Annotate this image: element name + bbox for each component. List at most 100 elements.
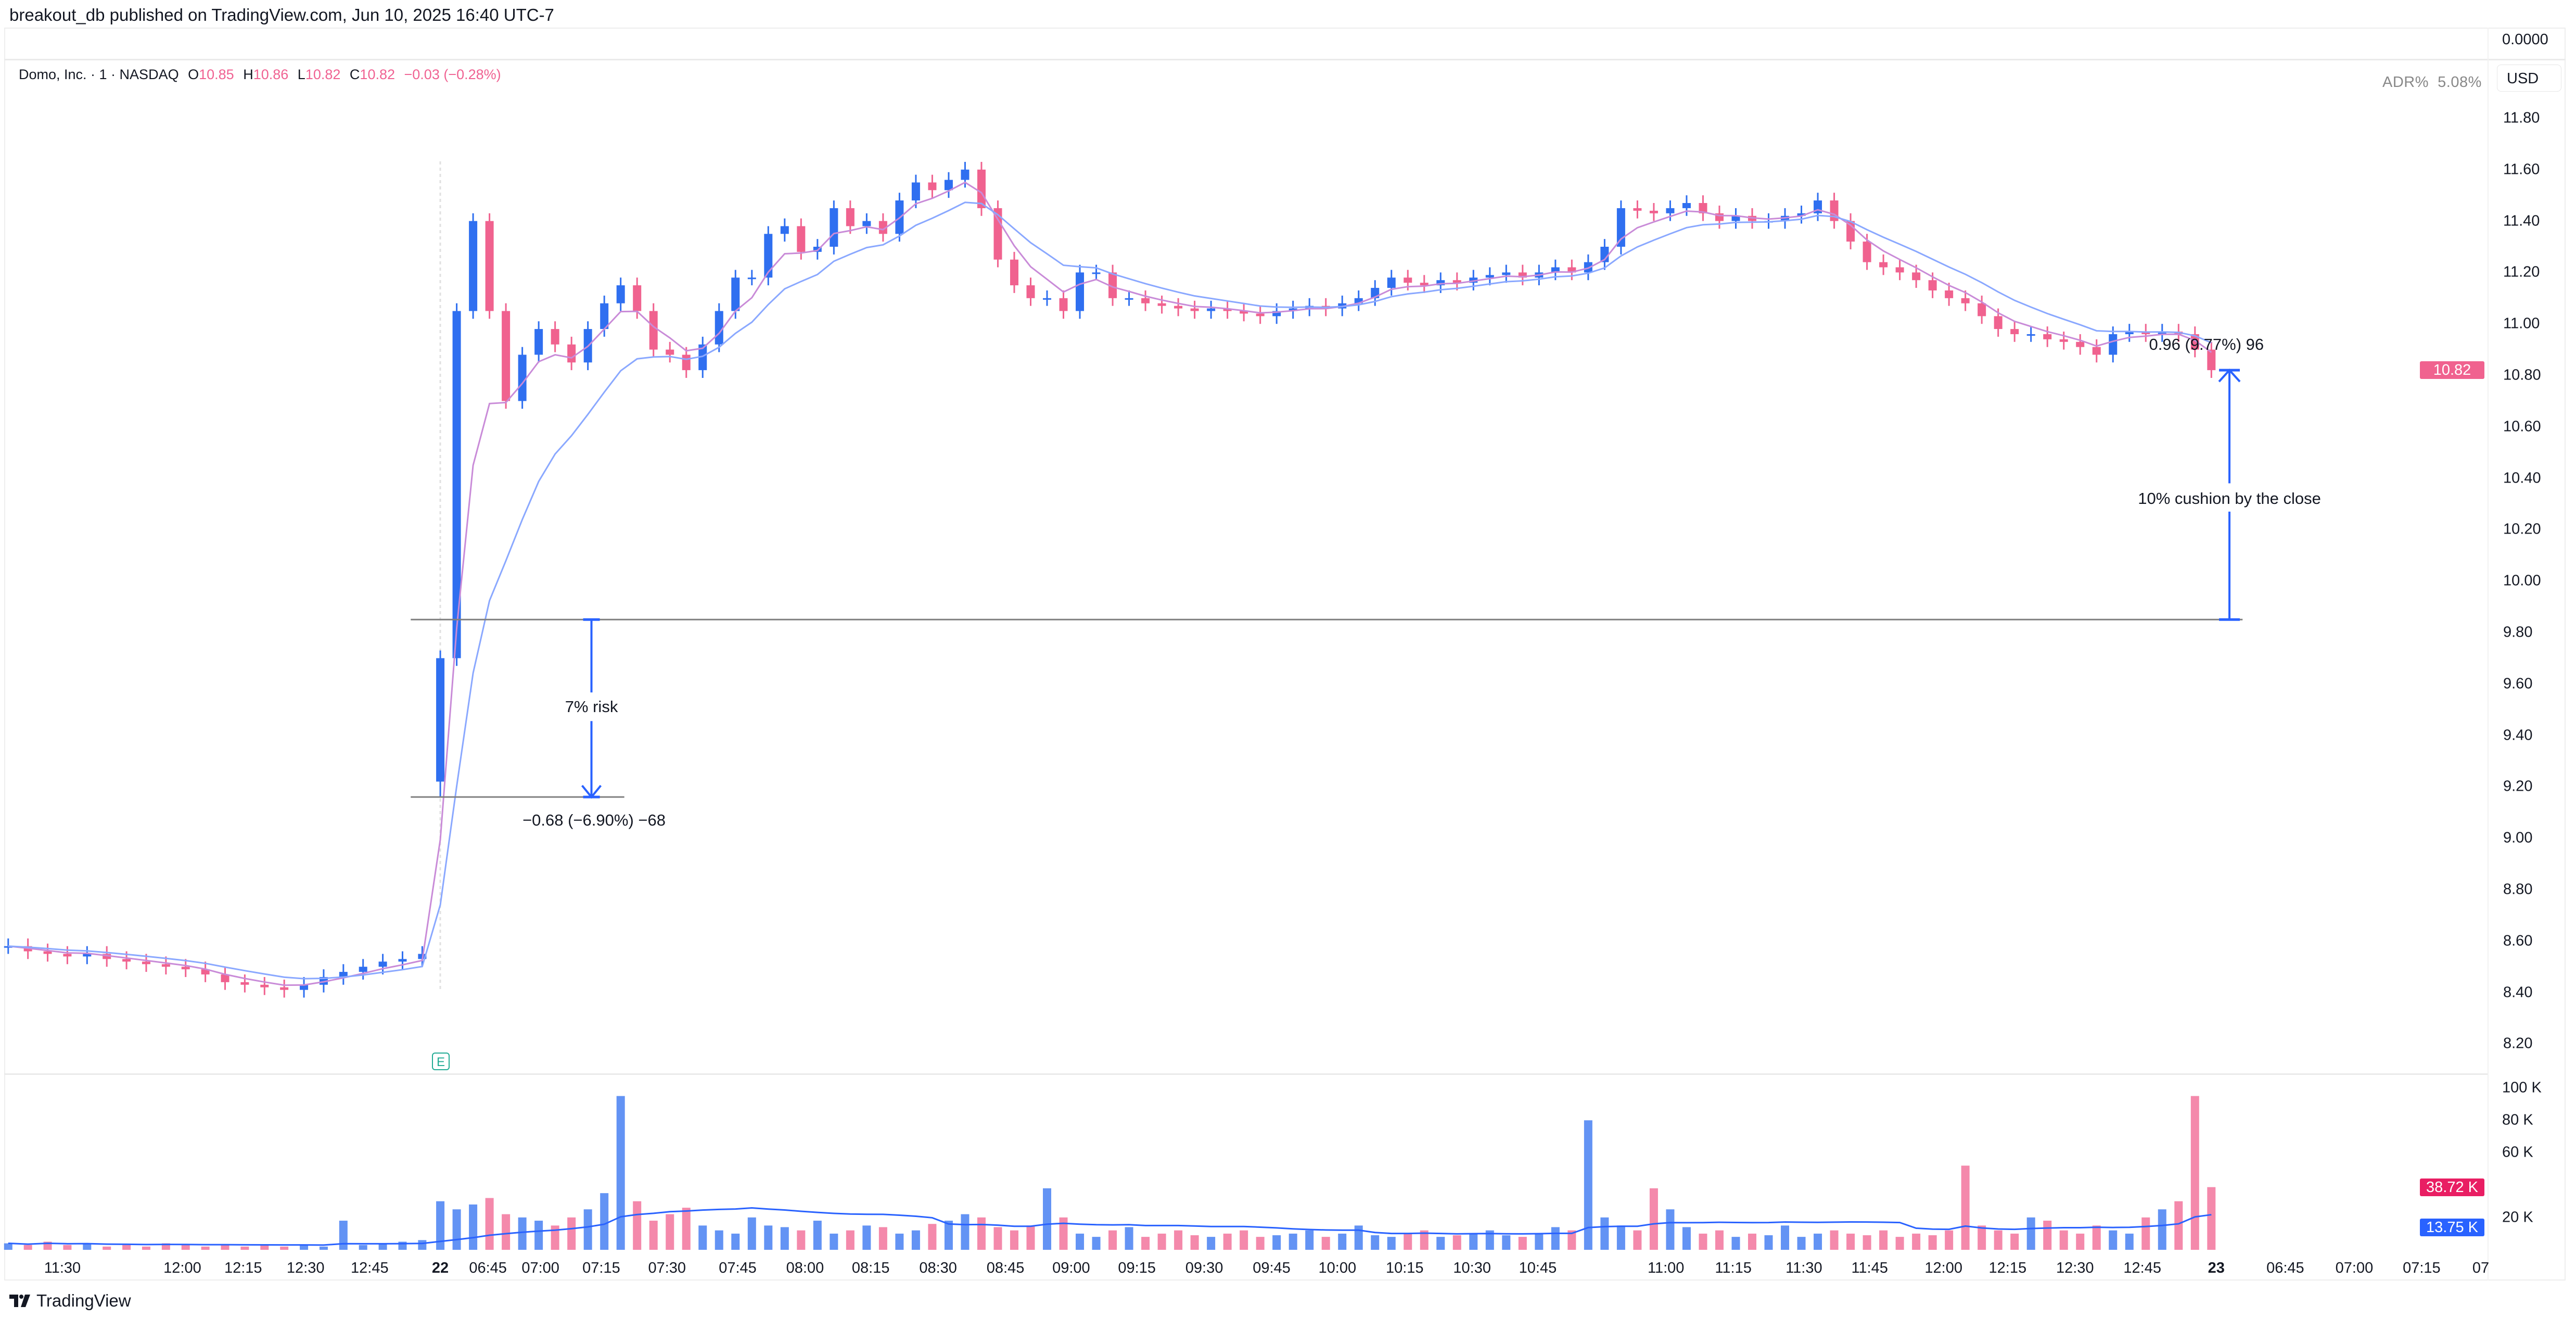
pane-separator-volume[interactable] — [4, 1073, 2488, 1075]
volume-bar — [2158, 1209, 2166, 1250]
volume-bar — [911, 1230, 920, 1250]
currency-button[interactable]: USD — [2497, 65, 2561, 92]
price-tick: 8.60 — [2503, 932, 2533, 949]
volume-bar — [1814, 1233, 1822, 1250]
candle-body — [715, 311, 723, 345]
volume-bar — [359, 1245, 367, 1250]
volume-bar — [1420, 1230, 1429, 1250]
price-tick: 11.20 — [2503, 263, 2540, 281]
symbol-title[interactable]: Domo, Inc. · 1 · NASDAQ — [19, 67, 179, 82]
volume-bar — [300, 1245, 309, 1250]
candle-body — [797, 226, 806, 252]
candle-body — [1240, 311, 1248, 314]
volume-bar — [1846, 1233, 1855, 1250]
volume-bar — [583, 1209, 592, 1250]
candle-body — [1961, 298, 1970, 303]
price-tick: 9.00 — [2503, 829, 2533, 846]
candle-body — [359, 967, 367, 972]
candle-body — [436, 658, 445, 782]
brand-name: TradingView — [36, 1291, 131, 1310]
cushion-measure-label[interactable]: 0.96 (9.77%) 96 — [2149, 335, 2264, 353]
candle-body — [339, 972, 348, 977]
volume-bar — [2092, 1225, 2101, 1250]
time-tick: 10:15 — [1385, 1260, 1424, 1276]
candle-body — [1043, 298, 1052, 300]
time-tick: 08:15 — [851, 1260, 890, 1276]
drawings[interactable] — [411, 369, 2243, 799]
candle-body — [518, 354, 527, 401]
risk-label[interactable]: 7% risk — [565, 698, 618, 716]
tradingview-logo[interactable]: TradingView — [9, 1291, 131, 1311]
candle-body — [1666, 208, 1675, 213]
volume-bar — [83, 1243, 92, 1250]
volume-bar — [1125, 1227, 1133, 1250]
candles — [4, 161, 2216, 998]
volume-bar — [1649, 1188, 1658, 1250]
adr-indicator[interactable]: ADR% 5.08% — [2382, 74, 2482, 91]
change-value: −0.03 (−0.28%) — [404, 67, 501, 82]
low-value: 10.82 — [305, 67, 341, 82]
volume-bar — [240, 1246, 249, 1250]
price-tick: 11.60 — [2503, 161, 2540, 178]
volume-bar — [1781, 1225, 1790, 1250]
volume-bar — [813, 1221, 822, 1250]
volume-bar — [1518, 1237, 1527, 1250]
volume-bar — [4, 1243, 12, 1250]
candle-body — [469, 221, 478, 311]
volume-bar — [928, 1224, 937, 1250]
time-tick: 10:30 — [1453, 1260, 1491, 1276]
volume-bar — [1731, 1237, 1740, 1250]
volume-bar — [534, 1221, 543, 1250]
candle-body — [1059, 298, 1068, 311]
volume-bar — [378, 1243, 387, 1250]
risk-measure-label[interactable]: −0.68 (−6.90%) −68 — [522, 811, 666, 830]
candle-body — [731, 277, 740, 311]
volume-bar — [280, 1246, 289, 1250]
candle-body — [1928, 280, 1937, 290]
candle-body — [1485, 275, 1494, 278]
time-tick: 12:45 — [351, 1260, 389, 1276]
candle-body — [813, 247, 822, 252]
symbol-legend[interactable]: Domo, Inc. · 1 · NASDAQ O10.85 H10.86 L1… — [19, 67, 501, 83]
candle-body — [1518, 272, 1527, 278]
price-tick: 9.60 — [2503, 675, 2533, 692]
volume-bar — [961, 1214, 970, 1250]
candle-body — [201, 969, 210, 975]
volume-bar — [1256, 1237, 1265, 1250]
time-tick: 07:45 — [719, 1260, 757, 1276]
time-tick: 08:30 — [919, 1260, 957, 1276]
volume-bar — [1174, 1230, 1183, 1250]
volume-bar — [862, 1225, 871, 1250]
price-tick: 9.80 — [2503, 624, 2533, 641]
volume-bar — [2026, 1217, 2035, 1250]
candle-body — [649, 311, 658, 350]
pane-separator-top[interactable] — [4, 59, 2566, 60]
volume-bar — [1076, 1233, 1085, 1250]
time-tick: 11:15 — [1715, 1260, 1752, 1276]
volume-bar — [260, 1245, 269, 1250]
candle-body — [928, 182, 937, 191]
volume-bar — [1928, 1235, 1937, 1250]
earnings-marker-icon[interactable]: E — [432, 1053, 450, 1070]
open-label: O — [188, 67, 199, 82]
volume-tick: 60 K — [2502, 1144, 2533, 1161]
volume-bar — [1092, 1237, 1101, 1250]
candle-body — [2010, 329, 2019, 334]
volume-tick: 80 K — [2502, 1111, 2533, 1129]
volume-bar — [1387, 1237, 1396, 1250]
volume-bar — [436, 1201, 445, 1250]
candle-body — [378, 961, 387, 967]
price-tick: 10.40 — [2503, 470, 2541, 487]
candle-body — [1567, 267, 1576, 273]
time-tick: 09:00 — [1052, 1260, 1090, 1276]
cushion-label[interactable]: 10% cushion by the close — [2138, 489, 2321, 508]
volume-bar — [1354, 1225, 1363, 1250]
candle-body — [1272, 311, 1281, 316]
candle-body — [280, 987, 289, 990]
volume-bar — [518, 1217, 527, 1250]
time-tick: 08:45 — [986, 1260, 1025, 1276]
volume-bar — [1404, 1233, 1412, 1250]
volume-bar — [993, 1227, 1002, 1250]
candle-body — [830, 208, 838, 247]
